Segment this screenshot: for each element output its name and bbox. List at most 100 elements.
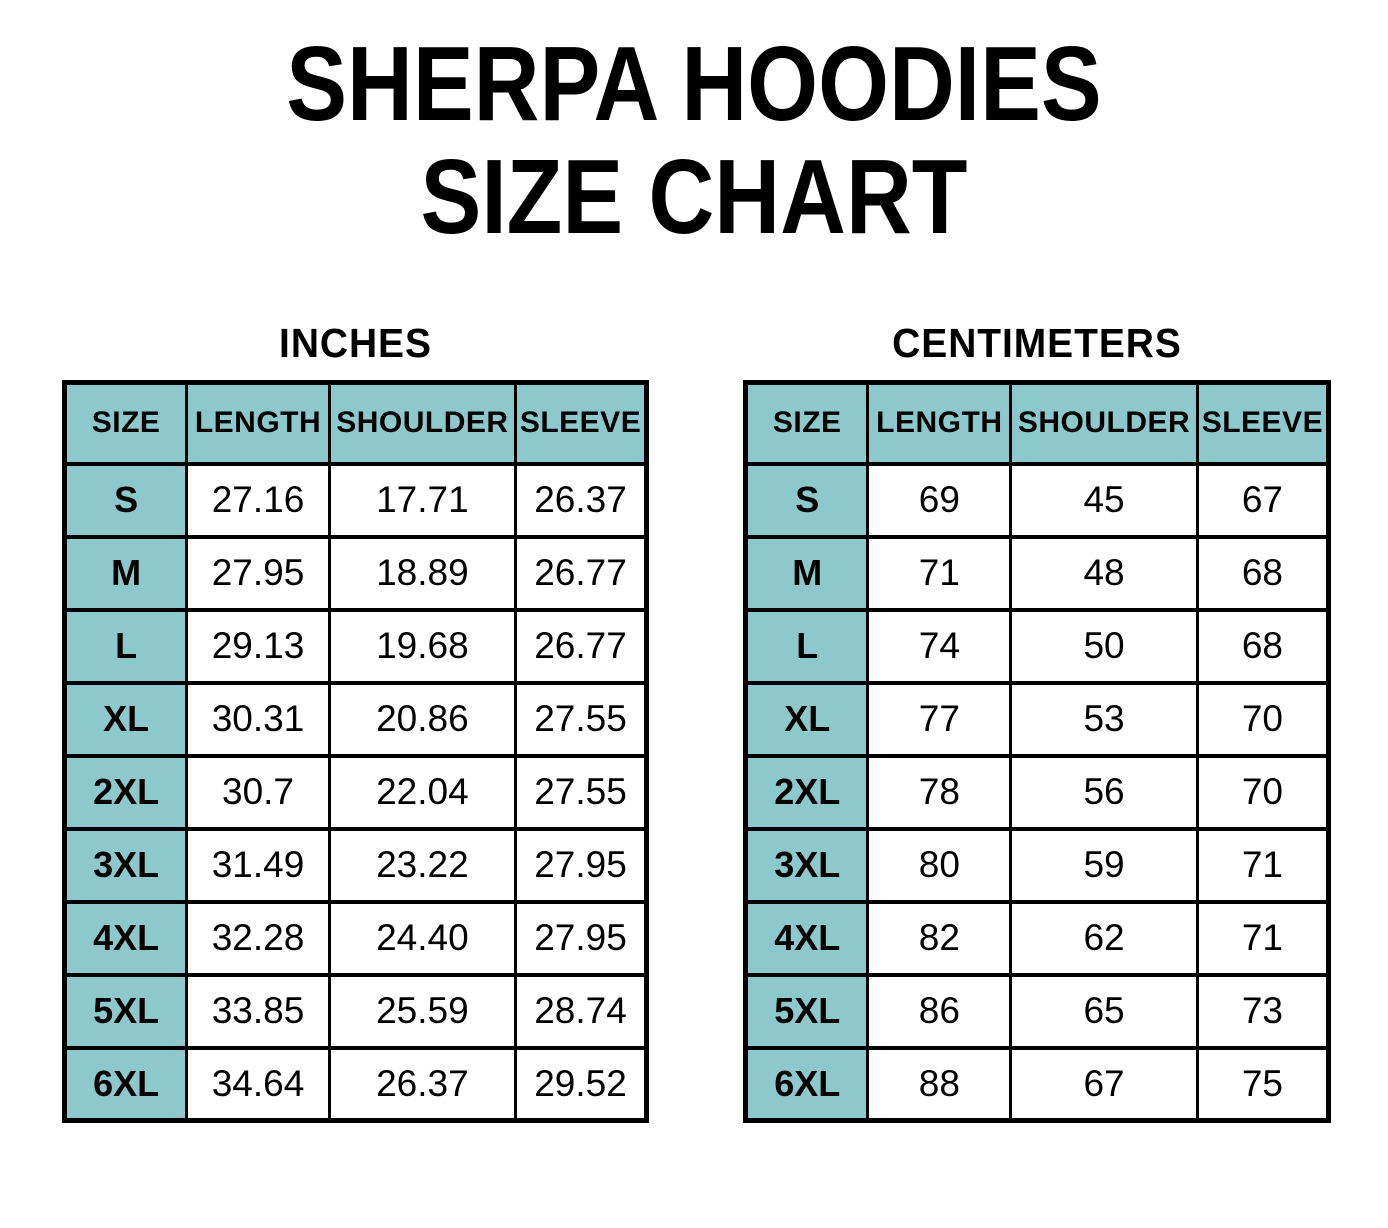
shoulder-cell: 20.86 [327, 680, 518, 758]
length-cell: 88 [866, 1045, 1013, 1123]
table-row: 4XL 32.28 24.40 27.95 [62, 899, 648, 977]
table-row: S 69 45 67 [743, 461, 1331, 539]
sleeve-cell: 68 [1195, 534, 1331, 612]
centimeters-heading: CENTIMETERS [892, 320, 1182, 366]
size-cell: 3XL [743, 826, 870, 904]
table-row: XL 30.31 20.86 27.55 [62, 680, 648, 758]
shoulder-cell: 48 [1009, 534, 1199, 612]
size-cell: 2XL [743, 753, 870, 831]
table-row: M 27.95 18.89 26.77 [62, 534, 648, 612]
size-cell: 4XL [743, 899, 870, 977]
size-cell: S [743, 461, 870, 539]
shoulder-cell: 56 [1009, 753, 1199, 831]
sleeve-cell: 67 [1195, 461, 1331, 539]
centimeters-table-section: CENTIMETERS SIZE LENGTH SHOULDER SLEEVE … [743, 320, 1331, 1123]
size-cell: XL [743, 680, 870, 758]
sleeve-cell: 27.55 [514, 680, 648, 758]
sleeve-cell: 29.52 [514, 1045, 648, 1123]
inches-table-section: INCHES SIZE LENGTH SHOULDER SLEEVE S 27.1… [62, 320, 649, 1123]
table-row: S 27.16 17.71 26.37 [62, 461, 648, 539]
table-row: 6XL 88 67 75 [743, 1045, 1331, 1123]
table-row: M 71 48 68 [743, 534, 1331, 612]
shoulder-cell: 17.71 [327, 461, 518, 539]
length-cell: 78 [866, 753, 1013, 831]
shoulder-cell: 18.89 [327, 534, 518, 612]
length-cell: 32.28 [185, 899, 331, 977]
table-row: L 29.13 19.68 26.77 [62, 607, 648, 685]
sleeve-cell: 68 [1195, 607, 1331, 685]
column-header-length: LENGTH [866, 380, 1013, 466]
sleeve-cell: 27.95 [514, 826, 648, 904]
page-title: SHERPA HOODIES SIZE CHART [0, 25, 1388, 257]
inches-table: SIZE LENGTH SHOULDER SLEEVE S 27.16 17.71 2… [62, 380, 649, 1123]
size-cell: M [62, 534, 189, 612]
table-row: 3XL 31.49 23.22 27.95 [62, 826, 648, 904]
size-cell: L [743, 607, 870, 685]
header-row: SIZE LENGTH SHOULDER SLEEVE [743, 380, 1331, 466]
table-row: L 74 50 68 [743, 607, 1331, 685]
shoulder-cell: 45 [1009, 461, 1199, 539]
column-header-shoulder: SHOULDER [1009, 380, 1199, 466]
shoulder-cell: 67 [1009, 1045, 1199, 1123]
length-cell: 33.85 [185, 972, 331, 1050]
table-row: 3XL 80 59 71 [743, 826, 1331, 904]
shoulder-cell: 23.22 [327, 826, 518, 904]
page-title-line1: SHERPA HOODIES [286, 25, 1102, 143]
length-cell: 27.95 [185, 534, 331, 612]
length-cell: 86 [866, 972, 1013, 1050]
shoulder-cell: 53 [1009, 680, 1199, 758]
column-header-length: LENGTH [185, 380, 331, 466]
sleeve-cell: 75 [1195, 1045, 1331, 1123]
size-cell: 5XL [743, 972, 870, 1050]
table-row: 5XL 33.85 25.59 28.74 [62, 972, 648, 1050]
sleeve-cell: 28.74 [514, 972, 648, 1050]
column-header-shoulder: SHOULDER [327, 380, 518, 466]
length-cell: 71 [866, 534, 1013, 612]
size-cell: S [62, 461, 189, 539]
length-cell: 29.13 [185, 607, 331, 685]
size-cell: 3XL [62, 826, 189, 904]
length-cell: 74 [866, 607, 1013, 685]
size-cell: 6XL [743, 1045, 870, 1123]
column-header-sleeve: SLEEVE [514, 380, 648, 466]
size-cell: 4XL [62, 899, 189, 977]
table-row: 2XL 78 56 70 [743, 753, 1331, 831]
sleeve-cell: 27.95 [514, 899, 648, 977]
sleeve-cell: 70 [1195, 680, 1331, 758]
size-chart-page: SHERPA HOODIES SIZE CHART INCHES SIZE LE… [0, 25, 1388, 1228]
column-header-size: SIZE [743, 380, 870, 466]
sleeve-cell: 26.77 [514, 534, 648, 612]
column-header-sleeve: SLEEVE [1195, 380, 1331, 466]
size-cell: M [743, 534, 870, 612]
length-cell: 27.16 [185, 461, 331, 539]
length-cell: 80 [866, 826, 1013, 904]
length-cell: 30.7 [185, 753, 331, 831]
table-row: 6XL 34.64 26.37 29.52 [62, 1045, 648, 1123]
inches-table-body: S 27.16 17.71 26.37 M 27.95 18.89 26.77 L 29.13 19… [62, 461, 648, 1123]
length-cell: 34.64 [185, 1045, 331, 1123]
size-cell: XL [62, 680, 189, 758]
size-cell: 6XL [62, 1045, 189, 1123]
sleeve-cell: 27.55 [514, 753, 648, 831]
centimeters-table-body: S 69 45 67 M 71 48 68 L 74 50 68 XL 77 53 70 2XL 78 56 70 3X… [743, 461, 1331, 1123]
table-row: 4XL 82 62 71 [743, 899, 1331, 977]
shoulder-cell: 26.37 [327, 1045, 518, 1123]
column-header-size: SIZE [62, 380, 189, 466]
length-cell: 82 [866, 899, 1013, 977]
sleeve-cell: 26.37 [514, 461, 648, 539]
size-cell: 2XL [62, 753, 189, 831]
sleeve-cell: 73 [1195, 972, 1331, 1050]
page-title-line2: SIZE CHART [420, 138, 968, 257]
length-cell: 30.31 [185, 680, 331, 758]
table-row: XL 77 53 70 [743, 680, 1331, 758]
centimeters-table: SIZE LENGTH SHOULDER SLEEVE S 69 45 67 M 71 48… [743, 380, 1331, 1123]
sleeve-cell: 70 [1195, 753, 1331, 831]
tables-row: INCHES SIZE LENGTH SHOULDER SLEEVE S 27.1… [0, 320, 1388, 1123]
length-cell: 31.49 [185, 826, 331, 904]
shoulder-cell: 19.68 [327, 607, 518, 685]
sleeve-cell: 71 [1195, 899, 1331, 977]
shoulder-cell: 59 [1009, 826, 1199, 904]
size-cell: 5XL [62, 972, 189, 1050]
shoulder-cell: 22.04 [327, 753, 518, 831]
shoulder-cell: 24.40 [327, 899, 518, 977]
